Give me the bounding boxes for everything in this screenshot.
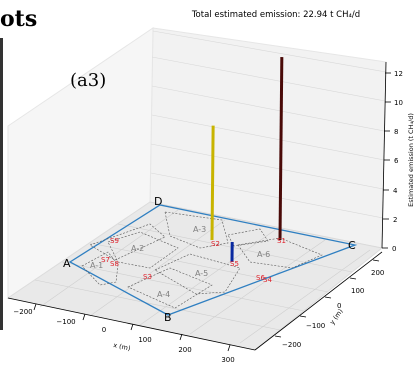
- z-tick-label: 0: [392, 245, 396, 253]
- source-label: S7: [101, 256, 110, 264]
- corner-label-c: C: [348, 239, 356, 252]
- x-tick-label: −100: [56, 318, 75, 326]
- x-axis-label: x (m): [113, 341, 132, 352]
- area-label: A-5: [195, 269, 208, 278]
- z-tick-label: 4: [393, 187, 398, 195]
- area-label: A-1: [90, 261, 103, 270]
- y-tick-label: 200: [371, 269, 384, 277]
- area-label: A-2: [131, 244, 144, 253]
- source-label: S2: [211, 240, 220, 248]
- z-axis: [381, 61, 391, 249]
- source-label: S3: [143, 273, 152, 281]
- y-tick-label: −100: [306, 322, 325, 330]
- z-tick-label: 12: [394, 70, 403, 78]
- corner-label-a: A: [63, 257, 71, 270]
- x-tick-label: 0: [102, 326, 106, 334]
- z-tick-label: 10: [394, 99, 403, 107]
- x-tick-label: 300: [221, 356, 234, 364]
- emission-bar-s1: [278, 57, 284, 241]
- y-tick-label: −200: [282, 341, 301, 349]
- z-axis-label: Estimated emission (t CH₄/d): [407, 113, 415, 207]
- z-tick-label: 8: [394, 128, 398, 136]
- bars-layer: [210, 57, 284, 263]
- area-label: A-4: [157, 290, 170, 299]
- source-label: S5: [230, 260, 239, 268]
- header-text-fragment: ots: [0, 6, 38, 32]
- x-tick-label: −200: [13, 308, 32, 316]
- z-tick-label: 6: [394, 157, 399, 165]
- z-tick-label: 2: [393, 216, 397, 224]
- y-tick-label: 100: [351, 287, 364, 295]
- source-label: S9: [110, 237, 119, 245]
- source-label: S8: [110, 260, 119, 268]
- site-boundary: [68, 204, 358, 316]
- y-tick-label: 0: [337, 302, 341, 310]
- panel-label: (a3): [70, 70, 106, 91]
- x-tick-label: 200: [178, 346, 191, 354]
- source-label: S6: [256, 274, 265, 282]
- x-tick-label: 100: [138, 336, 151, 344]
- source-label: S1: [277, 237, 286, 245]
- left-pane-border: [0, 38, 3, 330]
- area-label: A-6: [257, 250, 270, 259]
- back-wall-grid: [149, 30, 387, 249]
- y-axis: [254, 251, 383, 351]
- left-pane-tick: [0, 318, 3, 330]
- corner-label-d: D: [154, 195, 162, 208]
- corner-label-b: B: [164, 311, 172, 324]
- y-axis-label: y (m): [328, 307, 344, 326]
- source-label: S4: [263, 276, 272, 284]
- area-label: A-3: [193, 225, 206, 234]
- chart-title: Total estimated emission: 22.94 t CH₄/d: [191, 10, 360, 20]
- emission-bar-s2: [210, 125, 215, 241]
- x-axis: [7, 297, 256, 352]
